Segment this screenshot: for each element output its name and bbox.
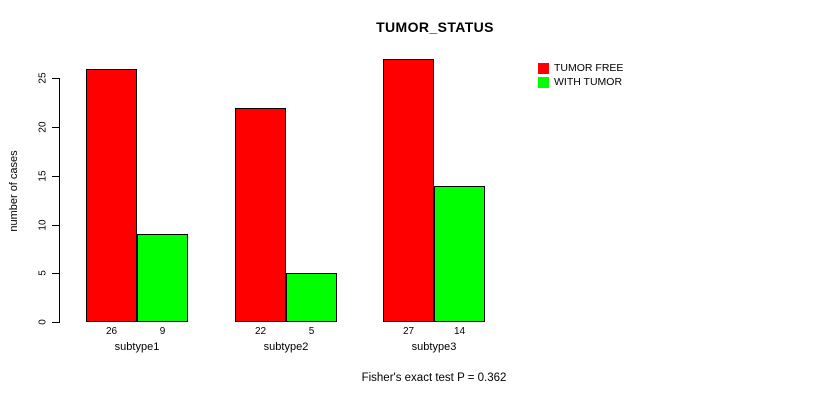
y-axis-tick <box>52 322 59 323</box>
legend-swatch <box>538 62 549 74</box>
bar-subtype2-tumor-free <box>235 107 286 322</box>
y-tick-label: 25 <box>37 72 49 84</box>
y-axis-tick <box>52 273 59 275</box>
bar-subtype1-tumor-free <box>86 68 137 322</box>
y-axis-label: number of cases <box>8 150 20 232</box>
y-axis-tick <box>52 175 59 177</box>
stat-annotation: Fisher's exact test P = 0.362 <box>361 372 507 384</box>
legend-label: TUMOR FREE <box>554 62 624 74</box>
y-axis-tick <box>52 224 59 226</box>
y-tick-label: 15 <box>37 170 49 182</box>
category-label: subtype1 <box>114 341 160 353</box>
y-tick-label: 10 <box>37 218 49 231</box>
category-label: subtype2 <box>263 341 309 353</box>
category-label: subtype3 <box>411 341 457 353</box>
bar-value-label: 9 <box>159 326 166 337</box>
bar-subtype3-tumor-free <box>383 58 434 322</box>
bar-value-label: 27 <box>402 326 415 337</box>
y-tick-label: 20 <box>37 121 49 133</box>
y-axis-tick <box>52 78 59 80</box>
bar-value-label: 22 <box>254 326 267 337</box>
bar-subtype2-with-tumor <box>286 273 337 322</box>
y-axis-tick <box>52 127 59 128</box>
bar-value-label: 5 <box>308 326 315 337</box>
legend-item: WITH TUMOR <box>538 76 623 88</box>
bar-subtype3-with-tumor <box>434 185 485 322</box>
legend-item: TUMOR FREE <box>538 62 623 74</box>
y-tick-label: 5 <box>37 270 49 277</box>
legend: TUMOR FREE WITH TUMOR <box>538 62 623 90</box>
chart-title: TUMOR_STATUS <box>376 19 494 35</box>
legend-label: WITH TUMOR <box>554 76 623 88</box>
y-tick-label: 0 <box>37 319 49 325</box>
legend-swatch <box>538 76 549 88</box>
y-axis-line <box>59 78 60 323</box>
bar-value-label: 14 <box>453 326 466 337</box>
bar-subtype1-with-tumor <box>137 234 188 322</box>
bar-value-label: 26 <box>105 326 118 337</box>
